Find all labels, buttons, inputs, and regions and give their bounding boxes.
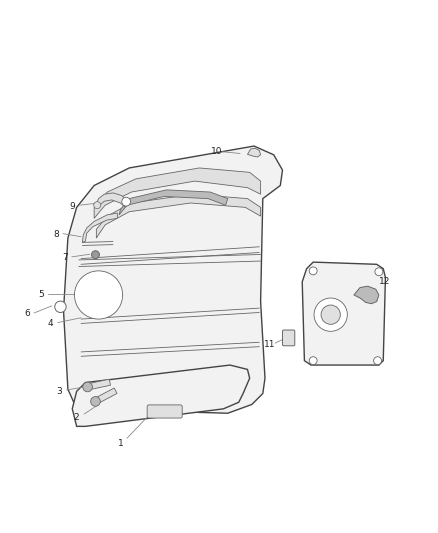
Text: 12: 12 (379, 277, 390, 286)
Polygon shape (119, 190, 228, 215)
Circle shape (309, 357, 317, 365)
Text: 9: 9 (69, 201, 75, 211)
Text: 1: 1 (117, 439, 124, 448)
Polygon shape (94, 388, 117, 404)
Polygon shape (95, 193, 128, 207)
Polygon shape (82, 213, 117, 243)
Text: 11: 11 (264, 340, 275, 349)
Polygon shape (302, 262, 385, 365)
Circle shape (74, 271, 123, 319)
Text: 6: 6 (24, 309, 30, 318)
Polygon shape (72, 365, 250, 426)
FancyBboxPatch shape (283, 330, 295, 346)
Circle shape (374, 357, 381, 365)
Circle shape (375, 268, 383, 276)
Polygon shape (94, 168, 261, 219)
Circle shape (309, 267, 317, 275)
Polygon shape (247, 148, 261, 157)
Circle shape (94, 201, 101, 209)
Text: 3: 3 (56, 387, 62, 396)
Text: 10: 10 (211, 147, 223, 156)
Text: 7: 7 (62, 253, 68, 262)
Circle shape (314, 298, 347, 332)
Text: 4: 4 (48, 319, 53, 328)
Polygon shape (354, 286, 379, 304)
FancyBboxPatch shape (147, 405, 182, 418)
Circle shape (321, 305, 340, 324)
Circle shape (92, 251, 99, 259)
Text: 5: 5 (39, 290, 45, 300)
Circle shape (55, 301, 66, 312)
Polygon shape (96, 194, 261, 238)
Text: 2: 2 (74, 413, 79, 422)
Circle shape (122, 197, 131, 206)
Circle shape (83, 382, 92, 392)
Polygon shape (64, 146, 283, 413)
Circle shape (91, 397, 100, 406)
Polygon shape (87, 379, 110, 390)
Text: 8: 8 (53, 230, 59, 239)
